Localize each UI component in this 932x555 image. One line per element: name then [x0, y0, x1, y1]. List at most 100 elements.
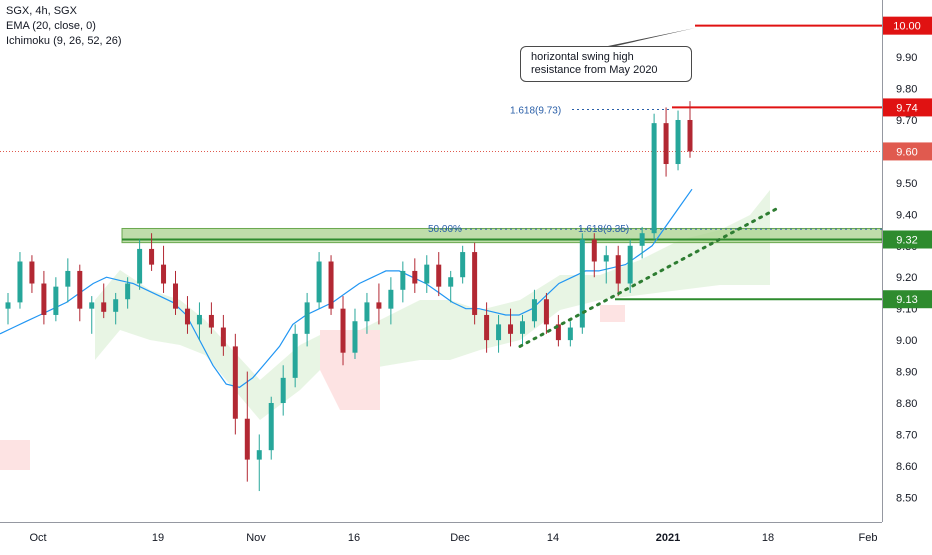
candle-body: [687, 119, 693, 152]
candle-body: [591, 239, 597, 262]
candle-body: [173, 283, 179, 309]
candle-body: [5, 302, 11, 309]
candle-body: [268, 403, 274, 451]
x-tick-label: Oct: [29, 532, 46, 544]
candle-body: [460, 252, 466, 278]
cloud-bearish: [600, 305, 625, 322]
y-tick-label: 9.40: [896, 209, 917, 221]
y-tick-label: 8.90: [896, 367, 917, 379]
candle-body: [639, 233, 645, 246]
y-tick-label: 9.50: [896, 178, 917, 190]
y-tick-label: 9.70: [896, 115, 917, 127]
price-label-text: 10.00: [893, 21, 921, 33]
candle-body: [436, 264, 442, 287]
candle-body: [531, 299, 537, 322]
candle-body: [675, 119, 681, 165]
candle-body: [244, 418, 250, 460]
y-tick-label: 8.60: [896, 461, 917, 473]
price-label-text: 9.13: [896, 294, 917, 306]
candle-body: [280, 377, 286, 404]
candle-body: [89, 302, 95, 309]
candle-body: [232, 346, 238, 419]
fib-label-top: 1.618(9.73): [510, 106, 561, 117]
candle-body: [615, 255, 621, 284]
candle-body: [316, 261, 322, 303]
candle-body: [412, 270, 418, 284]
x-tick-label: Nov: [246, 532, 266, 544]
candle-body: [567, 327, 573, 341]
price-label-text: 9.60: [896, 146, 917, 158]
candle-body: [663, 123, 669, 165]
candle-body: [519, 321, 525, 334]
candle-body: [352, 321, 358, 353]
candle-body: [137, 248, 143, 284]
ema-line: [0, 188, 693, 388]
fib-label-half: 50.00%: [428, 224, 462, 235]
trendline-dotted: [518, 206, 780, 348]
candle-body: [603, 255, 609, 262]
y-tick-label: 8.70: [896, 429, 917, 441]
price-label-box: [883, 230, 932, 249]
candle-body: [472, 252, 478, 315]
y-tick-label: 9.90: [896, 52, 917, 64]
callout-line-1: horizontal swing high: [531, 51, 634, 63]
x-tick-label: 14: [547, 532, 559, 544]
x-tick-label: 19: [152, 532, 164, 544]
candle-body: [388, 289, 394, 309]
candle-body: [496, 324, 502, 341]
candle-body: [424, 264, 430, 284]
candle-body: [41, 283, 47, 315]
fib-label-mid: 1.618(9.35): [578, 224, 629, 235]
y-tick-label: 8.80: [896, 398, 917, 410]
candle-body: [400, 270, 406, 290]
x-tick-label: Dec: [450, 532, 470, 544]
resistance-zone: [121, 227, 883, 244]
candle-body: [17, 261, 23, 303]
candle-body: [484, 314, 490, 341]
candle-body: [579, 239, 585, 328]
cloud-bullish: [95, 190, 770, 420]
y-tick-label: 9.00: [896, 335, 917, 347]
candle-body: [196, 314, 202, 325]
price-label-box: [883, 290, 932, 309]
candle-body: [161, 264, 167, 284]
candle-body: [292, 333, 298, 378]
trendline: [518, 206, 780, 348]
candle-body: [543, 299, 549, 325]
y-tick-label: 8.50: [896, 492, 917, 504]
candle-body: [651, 123, 657, 234]
candle-body: [113, 299, 119, 312]
callout-pointer: [608, 28, 695, 46]
candle-body: [627, 245, 633, 284]
candle-body: [508, 324, 514, 334]
x-tick-label: 16: [348, 532, 360, 544]
candle-body: [29, 261, 35, 284]
x-tick-label: 2021: [656, 532, 680, 544]
candle-body: [65, 270, 71, 287]
candle-body: [220, 327, 226, 347]
candle-body: [340, 308, 346, 353]
chart-legend: SGX, 4h, SGX EMA (20, close, 0) Ichimoku…: [6, 4, 122, 49]
candle-body: [125, 283, 131, 300]
price-label-box: [883, 142, 932, 161]
price-label-box: [883, 16, 932, 35]
cloud-bearish: [320, 330, 380, 410]
ichimoku-cloud: [0, 190, 770, 470]
callout-note[interactable]: horizontal swing high resistance from Ma…: [520, 46, 692, 82]
y-tick-label: 9.20: [896, 272, 917, 284]
candle-body: [149, 248, 155, 265]
x-tick-label: 18: [762, 532, 774, 544]
level-lines: [0, 24, 882, 301]
candle-body: [256, 450, 262, 460]
ema-path: [0, 188, 693, 388]
price-label-text: 9.32: [896, 234, 917, 246]
ema-legend: EMA (20, close, 0): [6, 20, 96, 32]
annotations: 1.618(9.73) 1.618(9.35) 50.00%: [428, 28, 695, 235]
candle-body: [101, 302, 107, 312]
candle-body: [77, 270, 83, 309]
candle-body: [208, 314, 214, 328]
candle-body: [53, 286, 59, 315]
cloud-bearish: [0, 440, 30, 470]
